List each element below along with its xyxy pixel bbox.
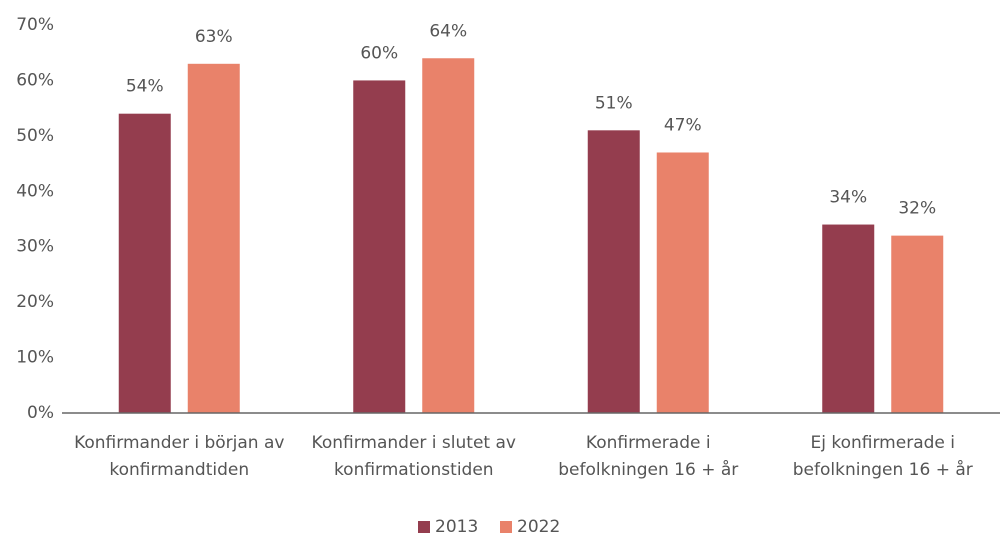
- y-tick-label: 20%: [16, 292, 54, 312]
- x-tick-label: Konfirmander i slutet av konfirmationsti…: [311, 433, 516, 480]
- y-tick-label: 10%: [16, 348, 54, 368]
- bar: [656, 152, 709, 413]
- y-tick-label: 40%: [16, 181, 54, 201]
- y-tick-label: 0%: [27, 403, 54, 423]
- bar: [353, 80, 406, 413]
- y-tick-label: 60%: [16, 70, 54, 90]
- bar: [891, 235, 944, 413]
- x-tick-label: Konfirmander i början av konfirmandtiden: [74, 433, 285, 480]
- bar: [187, 63, 240, 414]
- legend-label: 2022: [517, 517, 560, 536]
- value-label: 47%: [664, 115, 702, 135]
- value-label: 51%: [595, 93, 633, 113]
- value-label: 60%: [360, 43, 398, 63]
- legend-swatch: [500, 521, 512, 533]
- bar: [422, 58, 475, 413]
- bar: [118, 113, 171, 413]
- bar: [587, 130, 640, 414]
- value-label: 54%: [126, 77, 164, 97]
- value-label: 32%: [898, 199, 936, 219]
- y-tick-label: 30%: [16, 237, 54, 257]
- y-tick-label: 50%: [16, 126, 54, 146]
- bar: [822, 224, 875, 413]
- legend-swatch: [418, 521, 430, 533]
- value-label: 34%: [829, 188, 867, 208]
- value-label: 63%: [195, 27, 233, 47]
- x-tick-label: Konfirmerade i befolkningen 16 + år: [558, 433, 739, 480]
- x-tick-label: Ej konfirmerade i befolkningen 16 + år: [792, 433, 973, 480]
- value-label: 64%: [429, 21, 467, 41]
- legend-label: 2013: [435, 517, 478, 536]
- y-tick-label: 70%: [16, 15, 54, 35]
